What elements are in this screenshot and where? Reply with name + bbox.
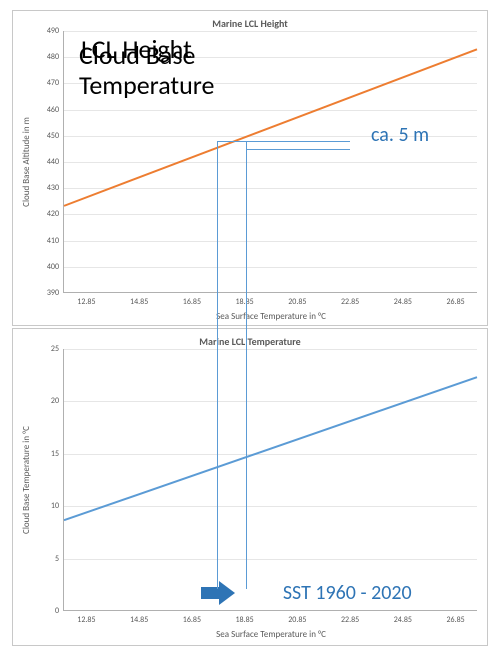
- bottom-chart-xtick: 16.85: [183, 615, 201, 625]
- top-chart-ytick: 460: [29, 105, 59, 115]
- bottom-chart-xtick: 20.85: [288, 615, 306, 625]
- top-chart-xtick: 12.85: [77, 297, 95, 307]
- bottom-chart-xtick: 14.85: [130, 615, 148, 625]
- bottom-chart-ylabel: Cloud Base Temperature in °C: [21, 349, 32, 611]
- bottom-chart-title: Marine LCL Temperature: [13, 335, 487, 348]
- top-chart-xtick: 24.85: [394, 297, 412, 307]
- top-chart-xtick: 20.85: [288, 297, 306, 307]
- top-chart-title: Marine LCL Height: [13, 17, 487, 30]
- top-chart-ytick: 390: [29, 288, 59, 298]
- top-chart-xtick: 22.85: [341, 297, 359, 307]
- top-chart-ytick: 480: [29, 52, 59, 62]
- top-chart-xtick: 16.85: [183, 297, 201, 307]
- bottom-chart-ytick: 5: [29, 554, 59, 564]
- annotation-vline: [217, 141, 218, 589]
- top-chart-ytick: 470: [29, 78, 59, 88]
- bottom-chart-xtick: 24.85: [394, 615, 412, 625]
- bottom-chart-overlay-label: Cloud Base Temperature: [79, 41, 214, 101]
- annotation-vline: [246, 141, 247, 589]
- top-chart-ytick: 450: [29, 131, 59, 141]
- bottom-annotation-label: SST 1960 - 2020: [283, 581, 412, 605]
- top-annotation-hline: [246, 149, 350, 150]
- bottom-chart-xtick: 26.85: [446, 615, 464, 625]
- top-chart-xtick: 14.85: [130, 297, 148, 307]
- top-chart-xtick: 18.85: [236, 297, 254, 307]
- bottom-chart-series: [64, 349, 477, 610]
- bottom-chart-ytick: 25: [29, 344, 59, 354]
- bottom-chart-box: Marine LCL Temperature051015202512.8514.…: [12, 328, 488, 646]
- top-chart-ytick: 490: [29, 26, 59, 36]
- top-chart-xlabel: Sea Surface Temperature in °C: [64, 311, 478, 322]
- bottom-chart-ytick: 0: [29, 606, 59, 616]
- top-annotation-hline: [217, 141, 350, 142]
- bottom-chart-xtick: 22.85: [341, 615, 359, 625]
- bottom-chart-xtick: 18.85: [236, 615, 254, 625]
- sst-arrow-head: [219, 581, 235, 605]
- top-chart-ytick: 420: [29, 209, 59, 219]
- top-chart-ylabel: Cloud Base Altitude in m: [21, 31, 32, 293]
- top-chart-ytick: 440: [29, 157, 59, 167]
- top-chart-ytick: 400: [29, 262, 59, 272]
- bottom-chart-xlabel: Sea Surface Temperature in °C: [64, 629, 478, 640]
- top-chart-xtick: 26.85: [446, 297, 464, 307]
- bottom-chart-ytick: 10: [29, 501, 59, 511]
- top-annotation-label: ca. 5 m: [371, 123, 429, 147]
- bottom-chart-xtick: 12.85: [77, 615, 95, 625]
- top-chart-ytick: 430: [29, 183, 59, 193]
- top-chart-ytick: 410: [29, 236, 59, 246]
- bottom-chart-plot: 051015202512.8514.8516.8518.8520.8522.85…: [63, 349, 477, 611]
- bottom-chart-ytick: 15: [29, 449, 59, 459]
- bottom-chart-ytick: 20: [29, 396, 59, 406]
